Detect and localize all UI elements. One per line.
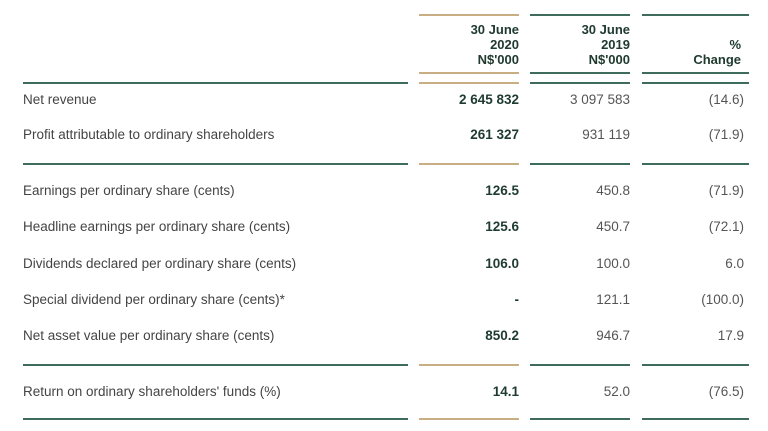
value-2019: 931 119 [582,127,630,142]
value-change: 17.9 [717,328,744,343]
section-rule-1-left [23,82,408,84]
value-2019: 3 097 583 [569,92,630,107]
header-2019-line2: 2019 [601,37,630,52]
header-2019-line1: 30 June [581,22,630,37]
column-header-change: % Change [631,37,741,67]
value-2020: 106.0 [485,256,519,271]
section-rule-2-2020 [419,163,519,165]
row-label: Dividends declared per ordinary share (c… [23,256,297,271]
value-2019: 121.1 [596,292,630,307]
value-2019: 946.7 [596,328,630,343]
section-rule-2-2019 [530,163,630,165]
value-2019: 450.7 [596,219,630,234]
section-rule-2-change [642,163,749,165]
header-2019-line3: N$'000 [588,52,630,67]
section-rule-2-left [23,163,408,165]
value-change: (71.9) [708,127,744,142]
value-change: 6.0 [725,256,744,271]
section-rule-1-change [642,82,749,84]
section-rule-3-change [642,364,749,366]
value-2020: 261 327 [470,127,519,142]
value-2020: 125.6 [485,219,519,234]
header-bottom-rule-2019 [530,72,630,74]
section-rule-3-2019 [530,364,630,366]
row-label: Headline earnings per ordinary share (ce… [23,219,291,234]
header-2020-line1: 30 June [470,22,519,37]
value-2019: 52.0 [603,384,630,399]
column-header-2019: 30 June 2019 N$'000 [520,22,630,67]
section-rule-1-2020 [419,82,519,84]
value-change: (100.0) [701,292,744,307]
value-2019: 100.0 [596,256,630,271]
column-header-2020: 30 June 2020 N$'000 [409,22,519,67]
header-top-rule-change [642,14,749,16]
section-rule-1-2019 [530,82,630,84]
value-2020: - [514,292,520,307]
header-top-rule-2020 [419,14,519,16]
value-2020: 2 645 832 [458,92,519,107]
header-2020-line2: 2020 [490,37,519,52]
value-2019: 450.8 [596,183,630,198]
row-label: Net asset value per ordinary share (cent… [23,328,275,343]
header-top-rule-2019 [530,14,630,16]
header-bottom-rule-2020 [419,72,519,74]
value-change: (71.9) [708,183,744,198]
section-rule-3-left [23,364,408,366]
value-change: (72.1) [708,219,744,234]
value-2020: 14.1 [492,384,519,399]
value-change: (76.5) [708,384,744,399]
header-change-line2: Change [693,52,741,67]
bottom-rule-2020 [419,418,519,420]
value-change: (14.6) [708,92,744,107]
row-label: Earnings per ordinary share (cents) [23,183,235,198]
bottom-rule-left [23,418,408,420]
row-label: Special dividend per ordinary share (cen… [23,292,285,307]
row-label: Net revenue [23,92,97,107]
bottom-rule-2019 [530,418,630,420]
row-label: Profit attributable to ordinary sharehol… [23,127,275,142]
section-rule-3-2020 [419,364,519,366]
bottom-rule-change [642,418,749,420]
header-bottom-rule-change [642,72,749,74]
value-2020: 126.5 [485,183,519,198]
header-change-line1: % [729,37,741,52]
row-label: Return on ordinary shareholders' funds (… [23,384,281,399]
value-2020: 850.2 [485,328,519,343]
header-2020-line3: N$'000 [477,52,519,67]
